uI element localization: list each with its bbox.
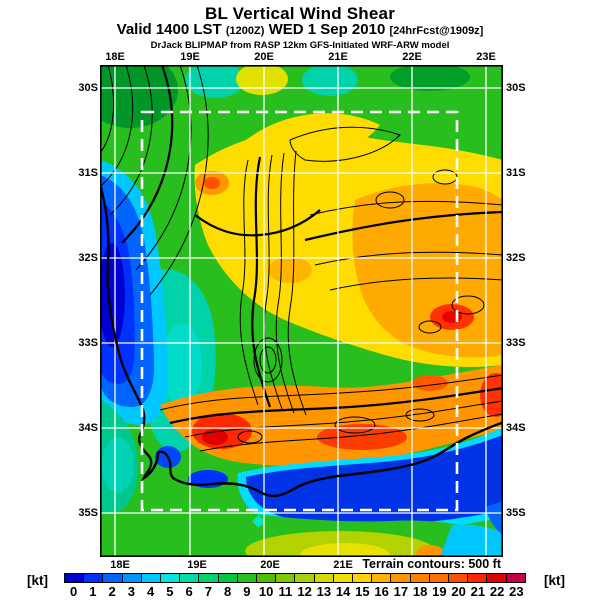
colorbar-tick-16: 16 — [374, 584, 389, 599]
lon-label-top-23E: 23E — [476, 51, 496, 63]
lat-label-right-32S: 32S — [506, 252, 526, 264]
lon-label-top-18E: 18E — [105, 51, 125, 63]
colorbar-unit-right: [kt] — [544, 573, 565, 588]
lon-label-top-21E: 21E — [328, 51, 348, 63]
colorbar-tick-10: 10 — [258, 584, 274, 599]
colorbar-tick-19: 19 — [432, 584, 447, 599]
lat-label-left-35S: 35S — [78, 507, 98, 519]
colorbar-segment-0 — [65, 574, 85, 582]
colorbar-tick-5: 5 — [166, 584, 174, 599]
colorbar-tick-0: 0 — [70, 584, 78, 599]
colorbar — [64, 573, 526, 583]
colorbar-segment-19 — [429, 574, 450, 582]
lon-label-top-19E: 19E — [180, 51, 200, 63]
valid-date: WED 1 Sep 2010 — [268, 21, 386, 38]
lon-label-bottom-21E: 21E — [333, 559, 353, 571]
terrain-contours-note: Terrain contours: 500 ft — [362, 557, 501, 571]
colorbar-segment-11 — [276, 574, 296, 582]
colorbar-tick-23: 23 — [509, 584, 524, 599]
colorbar-segment-18 — [410, 574, 430, 582]
colorbar-tick-labels: 0 1 2 3 4 5 6 7 8 9 10 11 12 13 14 15 16 17 18 19 20 21 22 23 — [64, 584, 526, 599]
colorbar-segment-5 — [161, 574, 181, 582]
colorbar-tick-6: 6 — [185, 584, 193, 599]
shear-map-svg — [82, 52, 512, 571]
lon-label-top-22E: 22E — [402, 51, 422, 63]
lon-label-bottom-19E: 19E — [187, 559, 207, 571]
colorbar-tick-17: 17 — [393, 584, 409, 599]
lat-label-right-31S: 31S — [506, 167, 526, 179]
colorbar-segment-2 — [103, 574, 123, 582]
map-area — [82, 52, 512, 571]
colorbar-tick-1: 1 — [89, 584, 97, 599]
colorbar-segment-14 — [333, 574, 354, 582]
domain-boundary-dashed — [140, 110, 459, 512]
colorbar-tick-14: 14 — [335, 584, 351, 599]
valid-time-line: Valid 1400 LST (1200Z) WED 1 Sep 2010 [2… — [0, 21, 600, 38]
colorbar-segment-10 — [257, 574, 277, 582]
colorbar-segment-9 — [237, 574, 258, 582]
colorbar-tick-12: 12 — [297, 584, 312, 599]
colorbar-segment-15 — [353, 574, 373, 582]
lat-label-left-34S: 34S — [78, 422, 98, 434]
grid-lines — [100, 65, 503, 557]
colorbar-tick-13: 13 — [316, 584, 332, 599]
chart-title: BL Vertical Wind Shear — [204, 4, 396, 23]
colorbar-segment-3 — [122, 574, 142, 582]
wind-shear-field — [82, 52, 512, 571]
colorbar-tick-22: 22 — [489, 584, 505, 599]
colorbar-tick-20: 20 — [451, 584, 466, 599]
colorbar-segment-17 — [391, 574, 411, 582]
colorbar-tick-2: 2 — [108, 584, 116, 599]
colorbar-tick-18: 18 — [412, 584, 428, 599]
valid-time-zulu: (1200Z) — [225, 25, 265, 37]
lat-label-right-33S: 33S — [506, 337, 526, 349]
colorbar-tick-3: 3 — [127, 584, 135, 599]
colorbar-segment-22 — [487, 574, 507, 582]
colorbar-segment-7 — [199, 574, 219, 582]
colorbar-segment-13 — [314, 574, 334, 582]
lat-label-right-30S: 30S — [506, 82, 526, 94]
lat-label-right-35S: 35S — [506, 507, 526, 519]
lat-label-right-34S: 34S — [506, 422, 526, 434]
colorbar-segment-1 — [84, 574, 104, 582]
valid-time-main: Valid 1400 LST — [116, 21, 222, 38]
lon-label-bottom-18E: 18E — [110, 559, 130, 571]
lon-label-top-20E: 20E — [254, 51, 274, 63]
forecast-tag: [24hrFcst@1909z] — [389, 25, 484, 37]
model-line: DrJack BLIPMAP from RASP 12km GFS-Initia… — [150, 40, 450, 51]
colorbar-segment-23 — [506, 574, 525, 582]
colorbar-tick-8: 8 — [224, 584, 232, 599]
colorbar-tick-11: 11 — [278, 584, 293, 599]
lat-label-left-33S: 33S — [78, 337, 98, 349]
lon-label-bottom-20E: 20E — [260, 559, 280, 571]
colorbar-segment-8 — [218, 574, 238, 582]
lat-label-left-31S: 31S — [78, 167, 98, 179]
colorbar-segment-16 — [372, 574, 392, 582]
colorbar-segment-20 — [449, 574, 469, 582]
colorbar-segment-6 — [180, 574, 200, 582]
map-border — [100, 65, 503, 557]
colorbar-tick-4: 4 — [147, 584, 155, 599]
colorbar-tick-21: 21 — [470, 584, 486, 599]
colorbar-unit-left: [kt] — [27, 573, 48, 588]
colorbar-segment-21 — [468, 574, 488, 582]
colorbar-tick-9: 9 — [243, 584, 251, 599]
colorbar-segment-4 — [141, 574, 162, 582]
coastline — [96, 176, 505, 498]
colorbar-tick-7: 7 — [204, 584, 212, 599]
lat-label-left-32S: 32S — [78, 252, 98, 264]
colorbar-tick-15: 15 — [355, 584, 370, 599]
lat-label-left-30S: 30S — [78, 82, 98, 94]
colorbar-segment-12 — [295, 574, 315, 582]
